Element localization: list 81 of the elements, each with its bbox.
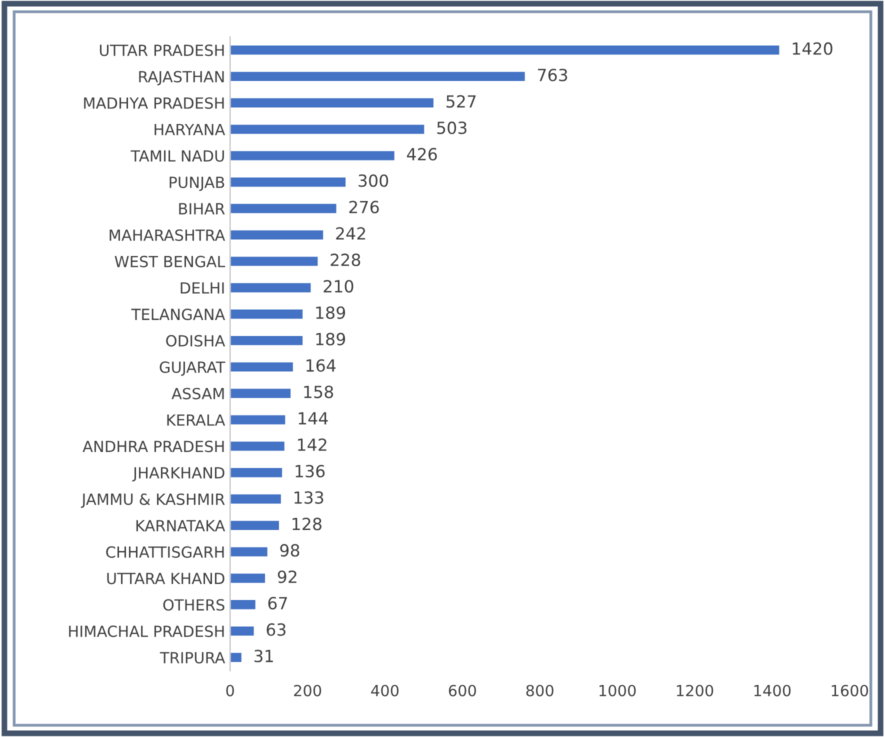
x-tick-label: 1400 [754, 684, 791, 696]
bar [230, 202, 338, 214]
y-tick-label: MADHYA PRADESH [84, 97, 224, 109]
y-tick-label: PUNJAB [170, 176, 224, 191]
data-label: 164 [306, 359, 336, 372]
bar [230, 440, 286, 452]
data-label: 527 [446, 95, 476, 108]
y-tick-label: HIMACHAL PRADESH [69, 626, 224, 638]
data-label: 128 [292, 518, 322, 530]
bar [230, 572, 266, 584]
x-tick-label: 1200 [676, 684, 714, 696]
bar [230, 70, 526, 82]
data-label: 189 [316, 332, 346, 346]
data-label: 92 [278, 570, 296, 584]
y-tick-label: ODISHA [166, 335, 226, 347]
y-tick-label: HARYANA [154, 124, 226, 136]
data-label: 136 [296, 464, 325, 478]
x-tick-label: 800 [526, 684, 554, 696]
x-tick-label: 1000 [600, 684, 636, 696]
x-tick-label: 1600 [832, 684, 868, 696]
x-tick-label: 200 [294, 684, 322, 696]
y-tick-label: WEST BENGAL [114, 256, 226, 268]
bar [230, 255, 320, 268]
bar [230, 598, 257, 611]
y-tick-label: KARNATAKA [136, 520, 226, 532]
bar [230, 176, 347, 188]
bar [230, 308, 304, 320]
y-tick-label: KERALA [167, 414, 226, 426]
data-label: 763 [538, 68, 568, 82]
y-tick-label: JAMMU & KASHMIR [80, 493, 225, 508]
bar [230, 150, 396, 162]
bar [230, 123, 426, 136]
y-tick-label: TRIPURA [160, 652, 226, 664]
data-label: 242 [336, 227, 366, 240]
data-label: 63 [266, 623, 286, 636]
bar [230, 625, 256, 638]
data-label: 276 [349, 200, 379, 214]
data-label: 426 [406, 148, 437, 161]
bar [230, 282, 312, 294]
bar [230, 228, 324, 241]
y-tick-label: DELHI [180, 282, 224, 294]
bar [230, 466, 284, 479]
bar [230, 387, 292, 400]
bar [230, 96, 435, 109]
data-label: 133 [294, 491, 324, 504]
data-label: 98 [280, 544, 300, 557]
data-label: 67 [268, 596, 287, 610]
y-tick-label: JHARKHAND [132, 467, 224, 482]
data-label: 228 [330, 254, 360, 266]
bar [230, 360, 294, 373]
bar [230, 414, 287, 426]
data-label: 503 [437, 122, 466, 134]
y-tick-label: CHHATTISGARH [106, 546, 224, 558]
y-tick-label: GUJARAT [160, 361, 226, 376]
bar [230, 546, 269, 558]
bar [230, 44, 781, 56]
bar [230, 651, 243, 664]
x-tick-label: 0 [226, 684, 234, 696]
bar [230, 334, 304, 347]
y-tick-label: UTTAR PRADESH [100, 44, 224, 56]
bar [230, 493, 282, 505]
data-label: 189 [316, 306, 346, 319]
y-tick-label: ASSAM [172, 388, 224, 400]
y-tick-label: TELANGANA [131, 308, 226, 320]
data-label: 158 [304, 386, 334, 398]
data-label: 1420 [792, 42, 832, 55]
y-tick-label: BIHAR [179, 203, 225, 214]
bar [230, 519, 280, 532]
x-tick-label: 600 [448, 684, 476, 696]
data-label: 142 [298, 438, 326, 451]
data-label: 300 [358, 174, 388, 187]
y-tick-label: MAHARASHTRA [110, 229, 226, 241]
y-tick-label: ANDHRA PRADESH [82, 440, 224, 452]
y-tick-label: UTTARA KHAND [107, 572, 224, 584]
y-tick-label: OTHERS [163, 599, 224, 611]
data-label: 31 [254, 650, 273, 662]
y-tick-label: TAMIL NADU [130, 150, 224, 162]
data-label: 144 [298, 412, 328, 424]
data-label: 210 [324, 280, 354, 293]
y-tick-label: RAJASTHAN [139, 70, 224, 86]
x-tick-label: 400 [371, 684, 399, 696]
